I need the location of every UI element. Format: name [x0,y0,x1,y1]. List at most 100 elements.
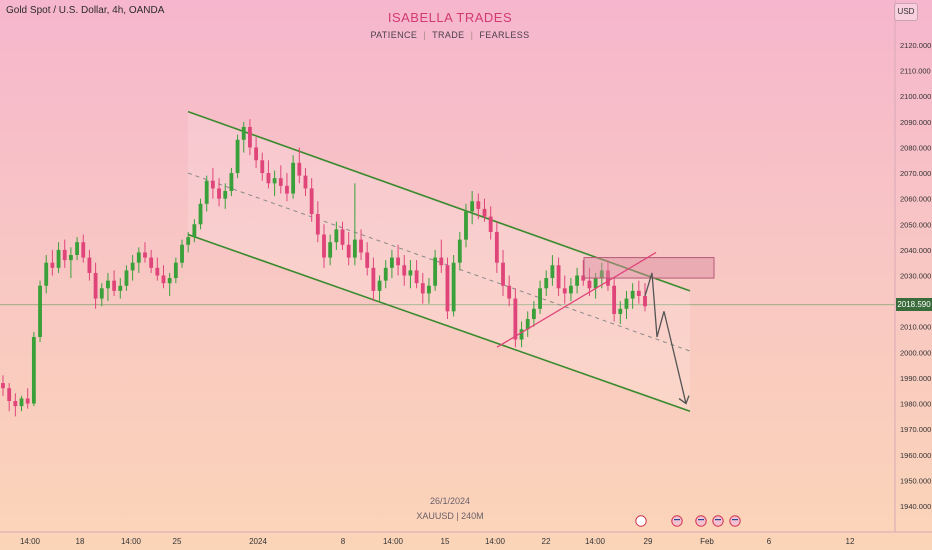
candle-body [352,239,357,258]
candle-body [383,267,388,281]
candle [587,267,592,296]
candle-body [470,201,475,212]
candle-body [575,275,580,286]
candle [433,249,438,291]
x-tick-label: 25 [173,537,182,546]
candle [519,321,524,348]
resistance-zone [583,257,715,279]
candle-body [464,211,468,240]
candle [352,183,357,266]
candle [569,278,573,302]
candle-body [303,175,308,189]
candle [229,167,234,197]
candle-body [439,257,444,266]
candle-body [93,272,98,299]
x-tick-label: 8 [341,537,346,546]
candle [383,260,388,289]
candle [155,257,160,281]
flag-marker [671,515,683,527]
candle [167,272,172,296]
candle [612,278,617,322]
candle [538,280,542,314]
candle [241,121,246,153]
candle-body [581,275,586,281]
candle-body [210,180,215,189]
candle [31,331,36,407]
candle [470,190,475,225]
candle [513,288,518,348]
candle [19,395,24,412]
y-tick-label: 2010.000 [900,323,931,332]
y-tick-label: 2090.000 [900,118,931,127]
candle [297,147,302,184]
candle-body [451,262,456,312]
candle-body [198,203,203,225]
candles [1,119,647,417]
candle [25,388,30,409]
flag-stripe [732,519,738,521]
y-tick-label: 2000.000 [900,348,931,357]
channel-fill [188,111,690,412]
candle-body [223,190,228,199]
candle [198,198,203,230]
candle-body [180,244,184,263]
candle [550,255,555,286]
candle-body [488,216,493,232]
y-tick-label: 2060.000 [900,195,931,204]
candle-body [13,400,18,407]
candle-body [167,278,172,284]
economic-event-icon [729,515,741,527]
economic-event-icon [695,515,707,527]
candle-body [494,231,499,263]
flag-marker [729,515,741,527]
candle-body [217,188,221,199]
candle-body [618,308,623,314]
x-tick-label: 12 [846,537,855,546]
candle-body [556,265,561,289]
x-tick-label: 22 [542,537,551,546]
candle-body [371,267,376,291]
candle [581,260,586,286]
candle [260,152,265,181]
candle-body [106,280,110,289]
candle [624,290,629,320]
candle [13,393,18,417]
candle-body [507,285,512,299]
tagline-separator: | [423,30,427,40]
symbol-label[interactable]: Gold Spot / U.S. Dollar, 4h, OANDA [6,5,165,16]
candle [451,255,456,317]
candle-body [75,242,79,256]
tagline-trade: TRADE [432,30,465,40]
economic-event-icon [671,515,683,527]
footer-symbol-interval: XAUUSD | 240M [416,511,484,521]
candle-body [173,262,178,279]
flag-marker [712,515,724,527]
candle [556,257,561,296]
candle [408,260,413,289]
x-tick-label: 14:00 [121,537,142,546]
candle-body [414,270,419,284]
candle [309,178,314,222]
candle [248,119,252,156]
candle-body [309,188,314,215]
candle [476,193,481,220]
candle-body [44,262,49,286]
candle-body [457,239,462,263]
x-tick-label: 14:00 [585,537,606,546]
candle [272,170,277,197]
x-tick-label: 15 [441,537,450,546]
candle [303,167,308,197]
candle-body [328,242,333,258]
candle-body [31,336,36,404]
candle-body [599,270,604,279]
candle [285,173,289,202]
currency-button[interactable]: USD [894,3,918,21]
candle [291,155,296,199]
candle [210,167,215,199]
y-tick-label: 2070.000 [900,169,931,178]
candle-body [186,237,191,245]
candle-body [643,295,647,307]
